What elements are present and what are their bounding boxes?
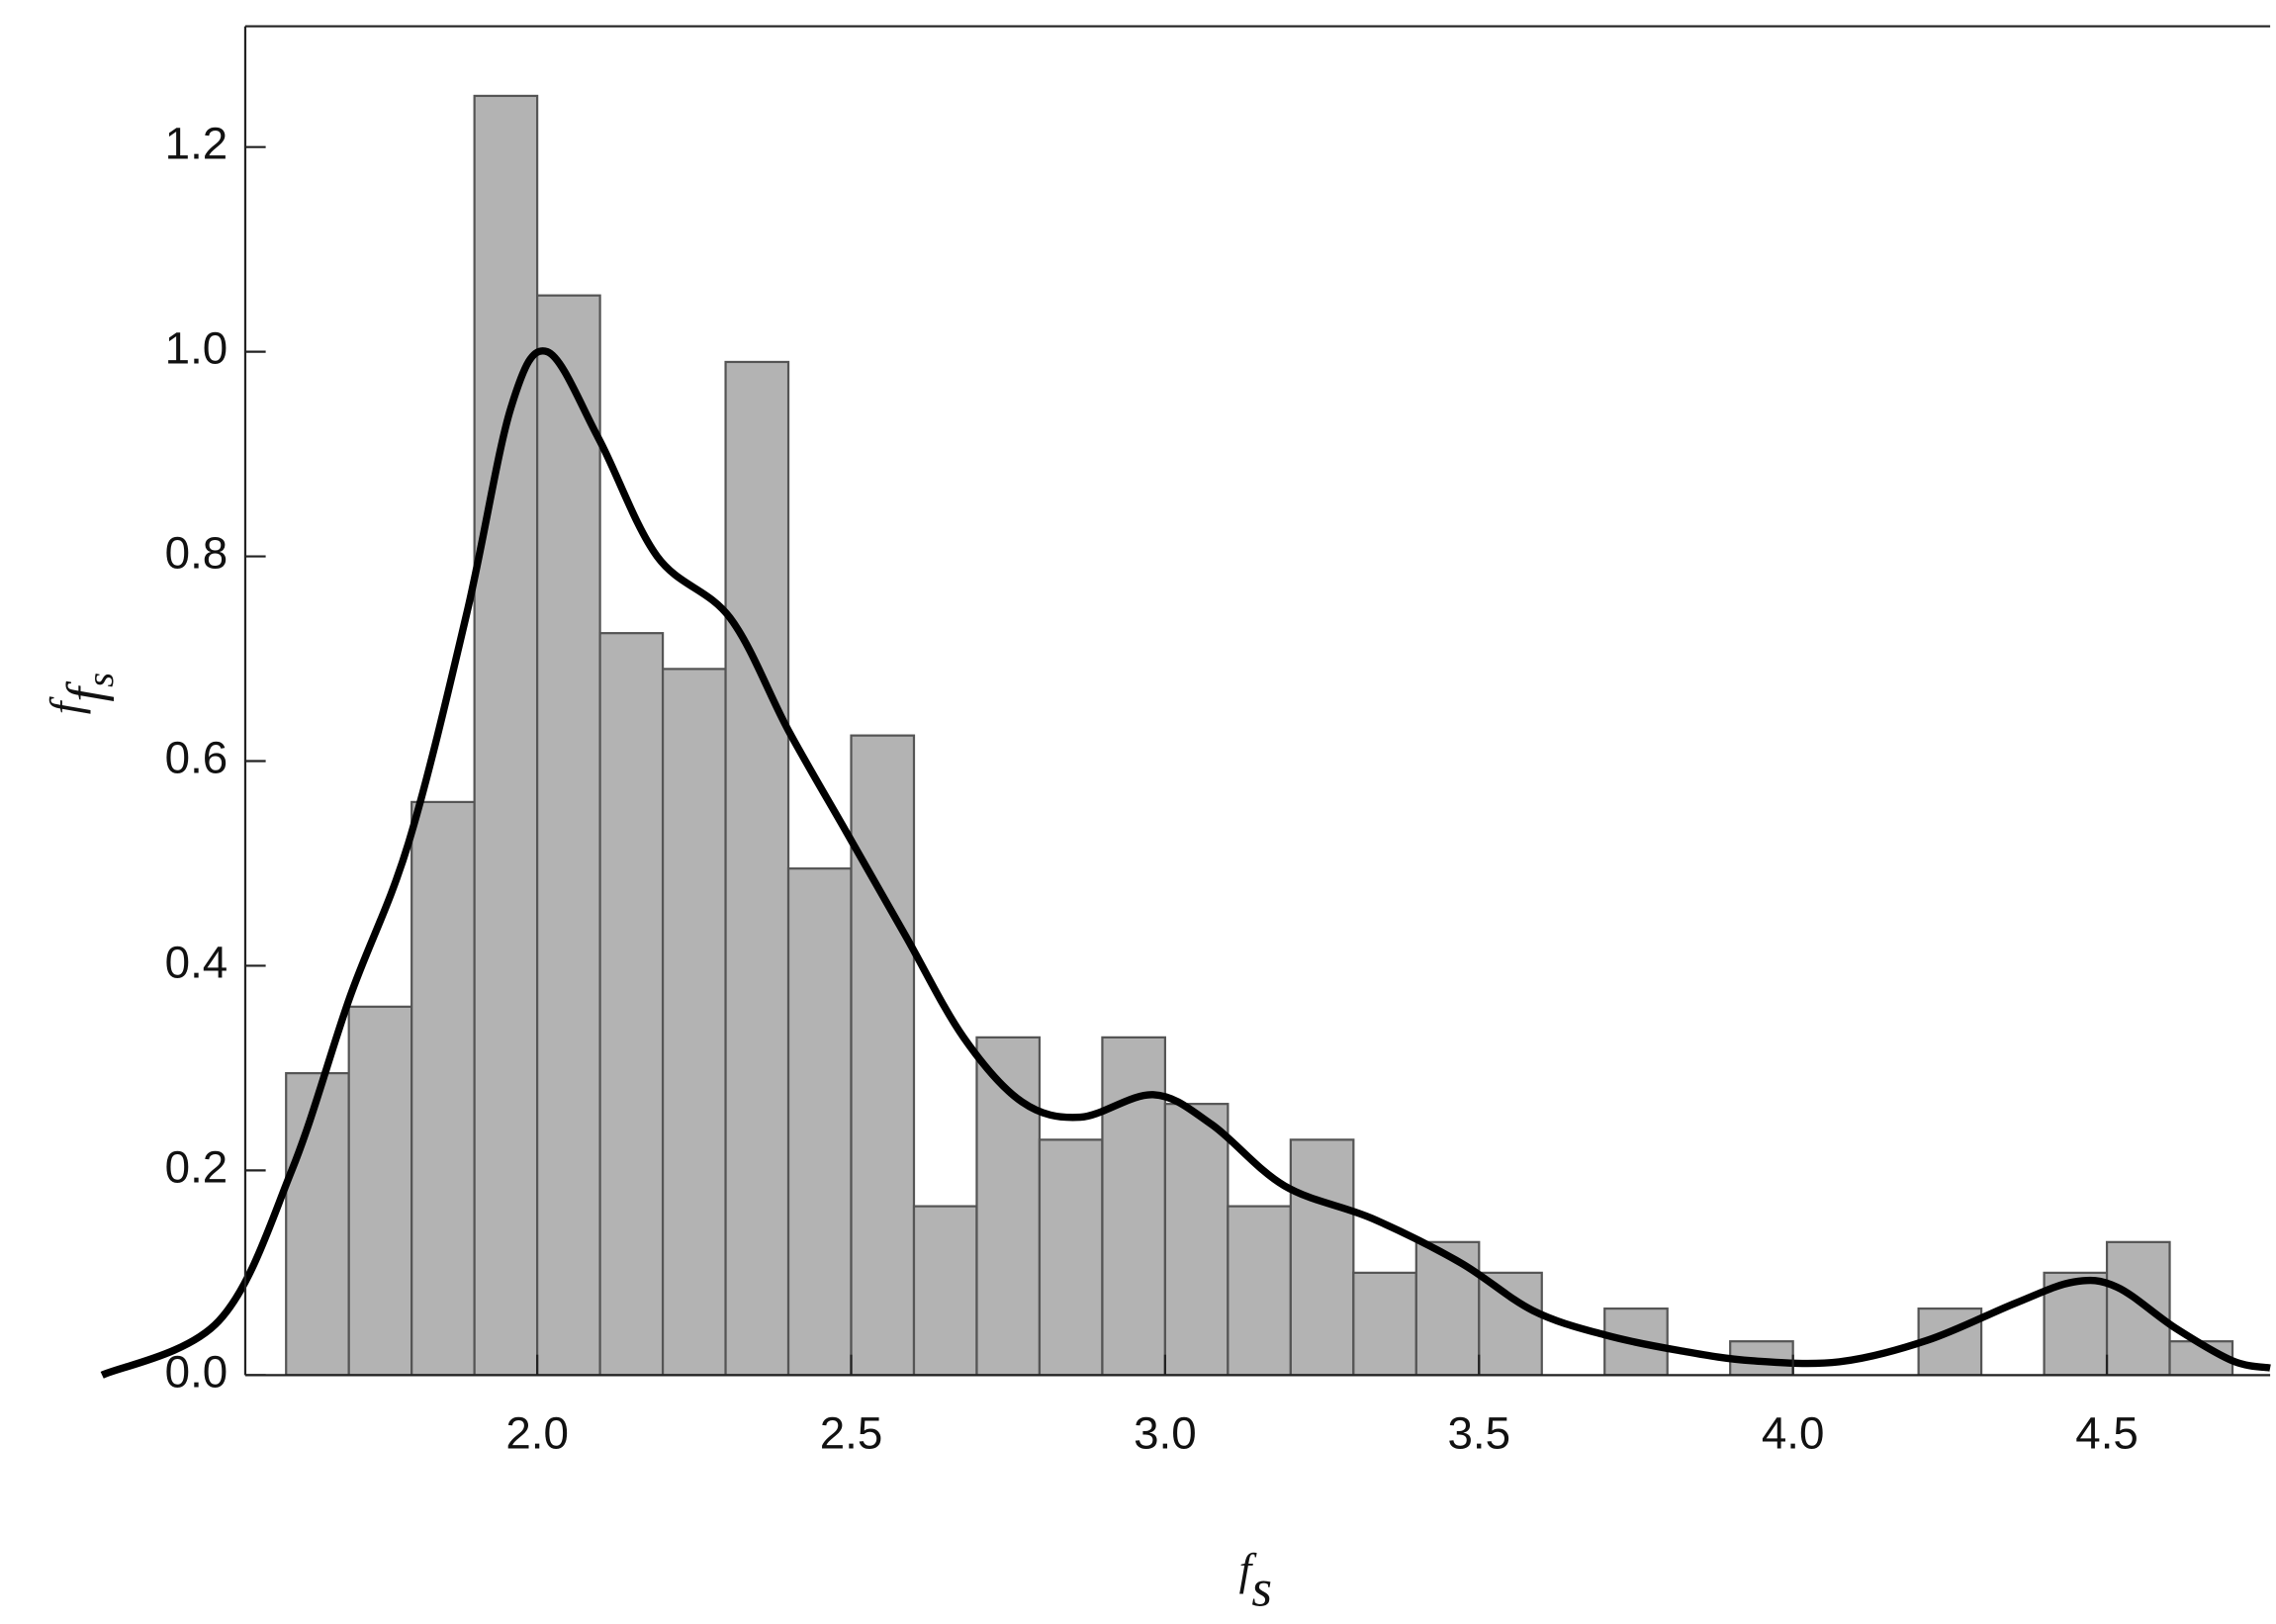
x-tick-label: 4.0 (1762, 1407, 1825, 1458)
density-curve (100, 347, 2271, 1379)
bar (1414, 1240, 1481, 1377)
y-axis-label-subsub: s (80, 673, 122, 687)
bar (347, 1005, 413, 1377)
bar (2105, 1240, 2171, 1377)
bar (912, 1205, 978, 1377)
y-tick-label: 1.2 (165, 119, 228, 169)
bar (473, 94, 539, 1377)
bar (1478, 1271, 1543, 1377)
bar (1163, 1103, 1229, 1377)
bar (1289, 1138, 1355, 1377)
y-tick-label: 1.0 (165, 323, 228, 374)
y-tick-label: 0.4 (165, 938, 228, 988)
y-tick-label: 0.6 (165, 733, 228, 783)
bar (410, 800, 476, 1377)
bar (724, 360, 790, 1377)
bar (536, 294, 601, 1377)
x-tick-label: 4.5 (2075, 1407, 2139, 1458)
bar (1038, 1138, 1104, 1377)
bar (598, 632, 665, 1377)
y-axis-label: ffs (40, 673, 121, 714)
x-tick-label: 3.0 (1134, 1407, 1197, 1458)
bar (285, 1071, 350, 1377)
y-tick-label: 0.8 (165, 528, 228, 579)
y-tick-label: 0.2 (165, 1141, 228, 1192)
y-axis-label-main: f (40, 696, 90, 714)
y-tick-label: 0.0 (165, 1346, 228, 1397)
x-tick-label: 3.5 (1447, 1407, 1510, 1458)
x-tick-label: 2.5 (820, 1407, 883, 1458)
y-axis-label-sub: f (57, 681, 115, 702)
bar (661, 668, 727, 1377)
x-axis-label: fs (1239, 1544, 1272, 1618)
bar (786, 867, 853, 1377)
x-tick-label: 2.0 (505, 1407, 569, 1458)
bar (1101, 1036, 1167, 1377)
bar (1352, 1271, 1417, 1377)
bar (850, 734, 916, 1377)
bar (1227, 1205, 1292, 1377)
x-axis-label-sub: s (1251, 1561, 1272, 1618)
